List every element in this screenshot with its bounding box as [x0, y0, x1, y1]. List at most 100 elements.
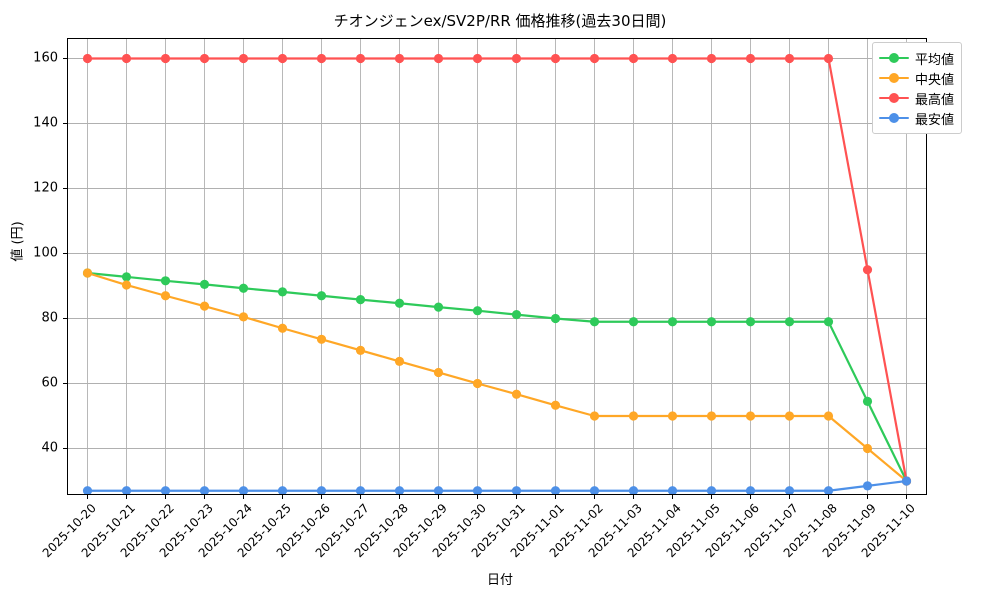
data-point[interactable]: [511, 389, 522, 399]
data-point[interactable]: [199, 301, 210, 311]
y-tick-mark: [63, 447, 67, 449]
data-point[interactable]: [355, 486, 366, 494]
data-point[interactable]: [745, 317, 756, 327]
data-point[interactable]: [823, 486, 834, 494]
y-axis-label: 値 (円): [10, 221, 26, 262]
data-point[interactable]: [355, 345, 366, 355]
series-line: [86, 57, 908, 483]
data-point[interactable]: [433, 302, 444, 312]
data-point[interactable]: [862, 481, 873, 491]
data-point[interactable]: [238, 283, 249, 293]
data-point[interactable]: [784, 317, 795, 327]
data-point[interactable]: [316, 291, 327, 301]
data-point[interactable]: [628, 486, 639, 494]
data-point[interactable]: [550, 486, 561, 494]
plot-svg: [68, 39, 926, 494]
data-point[interactable]: [550, 400, 561, 410]
data-point[interactable]: [550, 313, 561, 324]
data-point[interactable]: [472, 306, 483, 316]
y-tick-label: 60: [41, 375, 58, 390]
plot-area: [67, 38, 927, 495]
data-point[interactable]: [589, 317, 600, 327]
data-point[interactable]: [238, 53, 249, 64]
gridlines: [68, 39, 926, 494]
data-point[interactable]: [355, 295, 366, 305]
data-point[interactable]: [784, 486, 795, 494]
data-point[interactable]: [277, 287, 288, 297]
x-tick-mark: [866, 495, 868, 499]
data-point[interactable]: [745, 486, 756, 494]
legend-item-1[interactable]: 平均値: [879, 48, 954, 68]
data-point[interactable]: [121, 272, 132, 282]
data-point[interactable]: [823, 53, 834, 64]
data-point[interactable]: [433, 367, 444, 378]
data-point[interactable]: [550, 53, 561, 64]
data-point[interactable]: [160, 53, 171, 64]
data-point[interactable]: [472, 53, 483, 64]
data-point[interactable]: [82, 53, 93, 64]
data-point[interactable]: [589, 411, 600, 421]
data-point[interactable]: [628, 411, 639, 421]
data-point[interactable]: [667, 317, 678, 327]
legend-item-4[interactable]: 最安値: [879, 108, 954, 128]
data-point[interactable]: [823, 411, 834, 421]
data-point[interactable]: [628, 53, 639, 64]
data-point[interactable]: [862, 443, 873, 454]
data-point[interactable]: [745, 53, 756, 64]
data-point[interactable]: [667, 486, 678, 494]
data-point[interactable]: [199, 279, 210, 289]
data-point[interactable]: [238, 486, 249, 494]
data-point[interactable]: [316, 53, 327, 64]
data-point[interactable]: [160, 291, 171, 301]
data-point[interactable]: [667, 53, 678, 64]
data-point[interactable]: [706, 317, 717, 327]
data-point[interactable]: [472, 486, 483, 494]
data-point[interactable]: [901, 476, 912, 486]
data-point[interactable]: [745, 411, 756, 421]
data-point[interactable]: [277, 53, 288, 64]
x-tick-mark: [320, 495, 322, 499]
data-point[interactable]: [277, 486, 288, 494]
data-point[interactable]: [784, 53, 795, 64]
data-point[interactable]: [667, 411, 678, 421]
legend-item-3[interactable]: 最高値: [879, 88, 954, 108]
data-point[interactable]: [862, 265, 873, 275]
data-point[interactable]: [511, 310, 522, 320]
data-point[interactable]: [823, 317, 834, 327]
data-point[interactable]: [121, 53, 132, 64]
data-point[interactable]: [160, 486, 171, 494]
data-point[interactable]: [394, 356, 405, 366]
data-point[interactable]: [199, 53, 210, 64]
data-point[interactable]: [82, 486, 93, 494]
data-point[interactable]: [238, 312, 249, 322]
data-point[interactable]: [316, 334, 327, 344]
data-point[interactable]: [433, 486, 444, 494]
data-point[interactable]: [199, 486, 210, 494]
data-point[interactable]: [511, 53, 522, 64]
data-point[interactable]: [862, 396, 873, 406]
data-point[interactable]: [121, 280, 132, 290]
y-tick-label: 100: [33, 245, 58, 260]
y-tick-label: 140: [33, 115, 58, 130]
data-point[interactable]: [589, 53, 600, 64]
data-point[interactable]: [706, 486, 717, 494]
data-point[interactable]: [355, 53, 366, 64]
data-point[interactable]: [121, 486, 132, 494]
data-point[interactable]: [160, 276, 171, 286]
data-point[interactable]: [394, 486, 405, 494]
data-point[interactable]: [394, 53, 405, 64]
data-point[interactable]: [706, 411, 717, 421]
data-point[interactable]: [277, 323, 288, 333]
legend-item-2[interactable]: 中央値: [879, 68, 954, 88]
data-point[interactable]: [511, 486, 522, 494]
data-point[interactable]: [82, 268, 93, 278]
data-point[interactable]: [472, 378, 483, 389]
data-point[interactable]: [394, 298, 405, 308]
data-point[interactable]: [628, 317, 639, 327]
data-point[interactable]: [589, 486, 600, 494]
data-point[interactable]: [433, 53, 444, 64]
data-point[interactable]: [706, 53, 717, 64]
data-point[interactable]: [316, 486, 327, 494]
data-point[interactable]: [784, 411, 795, 421]
series-line: [86, 479, 908, 492]
